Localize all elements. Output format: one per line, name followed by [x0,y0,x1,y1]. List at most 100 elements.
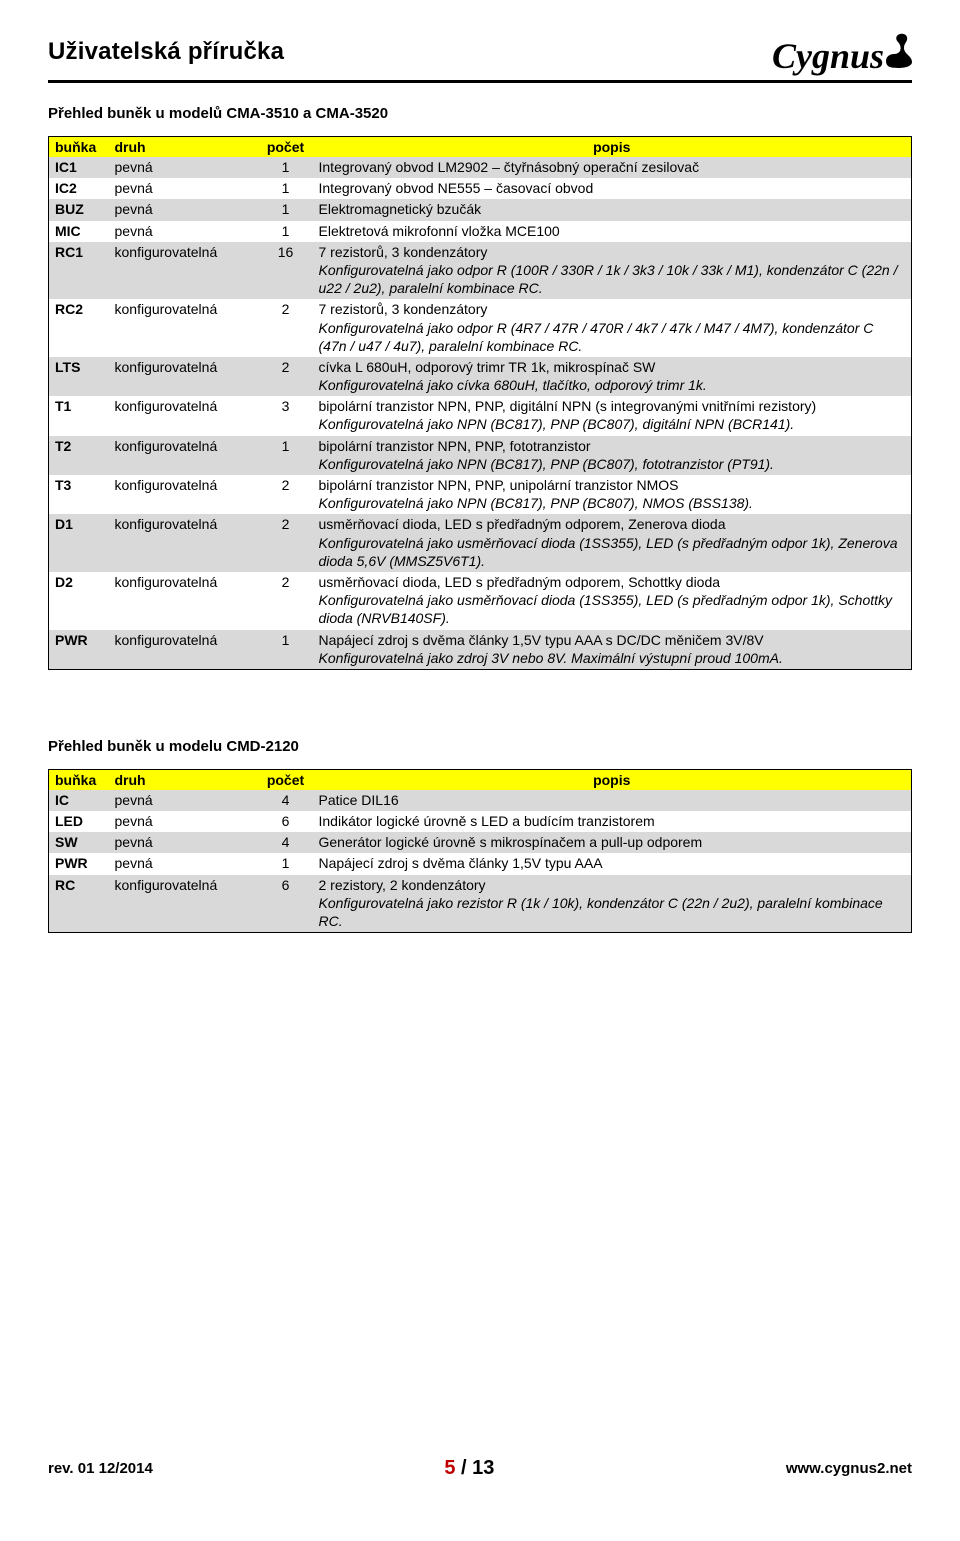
cell-count: 1 [259,178,313,199]
cell-count: 2 [259,475,313,514]
col-druh: druh [109,769,259,790]
desc-italic: Konfigurovatelná jako usměrňovací dioda … [319,535,898,569]
cell-desc: 7 rezistorů, 3 kondenzátoryKonfigurovate… [313,242,912,300]
cell-count: 1 [259,157,313,178]
cell-desc: 2 rezistory, 2 kondenzátoryKonfigurovate… [313,875,912,933]
cell-count: 1 [259,853,313,874]
cell-count: 1 [259,221,313,242]
cell-desc: bipolární tranzistor NPN, PNP, unipolárn… [313,475,912,514]
cell-count: 4 [259,790,313,811]
cell-kind: konfigurovatelná [109,242,259,300]
desc-italic: Konfigurovatelná jako usměrňovací dioda … [319,592,893,626]
cell-count: 6 [259,811,313,832]
table-row: D1konfigurovatelná2usměrňovací dioda, LE… [49,514,912,572]
desc-italic: Konfigurovatelná jako zdroj 3V nebo 8V. … [319,650,783,666]
cell-desc: Elektromagnetický bzučák [313,199,912,220]
cell-desc: cívka L 680uH, odporový trimr TR 1k, mik… [313,357,912,396]
desc-italic: Konfigurovatelná jako NPN (BC817), PNP (… [319,456,774,472]
cell-kind: konfigurovatelná [109,436,259,475]
cell-code: IC2 [49,178,109,199]
col-popis: popis [313,137,912,158]
cell-code: IC1 [49,157,109,178]
desc-plain: cívka L 680uH, odporový trimr TR 1k, mik… [319,359,656,375]
col-bunka: buňka [49,769,109,790]
cell-desc: Elektretová mikrofonní vložka MCE100 [313,221,912,242]
col-druh: druh [109,137,259,158]
cell-kind: pevná [109,832,259,853]
desc-plain: Elektretová mikrofonní vložka MCE100 [319,223,560,239]
cell-count: 2 [259,572,313,630]
desc-plain: Napájecí zdroj s dvěma články 1,5V typu … [319,855,603,871]
doc-title: Uživatelská příručka [48,38,284,66]
cell-code: LTS [49,357,109,396]
cell-code: T3 [49,475,109,514]
page-sep: / [455,1457,472,1479]
table-row: T3konfigurovatelná2bipolární tranzistor … [49,475,912,514]
desc-plain: 2 rezistory, 2 kondenzátory [319,877,486,893]
desc-plain: 7 rezistorů, 3 kondenzátory [319,301,488,317]
table-row: RC1konfigurovatelná167 rezistorů, 3 kond… [49,242,912,300]
table-row: RCkonfigurovatelná62 rezistory, 2 konden… [49,875,912,933]
cell-kind: konfigurovatelná [109,396,259,435]
desc-plain: Indikátor logické úrovně s LED a budícím… [319,813,655,829]
table-section1: buňka druh počet popis IC1pevná1Integrov… [48,136,912,670]
desc-plain: usměrňovací dioda, LED s předřadným odpo… [319,574,721,590]
cell-desc: bipolární tranzistor NPN, PNP, digitální… [313,396,912,435]
table-row: PWRpevná1Napájecí zdroj s dvěma články 1… [49,853,912,874]
brand-text: Cygnus [772,36,884,76]
cell-kind: pevná [109,178,259,199]
cell-code: IC [49,790,109,811]
page-footer: rev. 01 12/2014 5 / 13 www.cygnus2.net [48,1457,912,1480]
cell-desc: Indikátor logické úrovně s LED a budícím… [313,811,912,832]
cell-count: 1 [259,630,313,670]
brand-logo: Cygnus [772,38,912,74]
cell-desc: Integrovaný obvod NE555 – časovací obvod [313,178,912,199]
desc-italic: Konfigurovatelná jako odpor R (4R7 / 47R… [319,320,874,354]
cell-kind: konfigurovatelná [109,299,259,357]
section2-title: Přehled buněk u modelu CMD-2120 [48,738,912,755]
cell-kind: konfigurovatelná [109,514,259,572]
cell-kind: pevná [109,221,259,242]
table-row: LTSkonfigurovatelná2 cívka L 680uH, odpor… [49,357,912,396]
cell-code: MIC [49,221,109,242]
cell-desc: Integrovaný obvod LM2902 – čtyřnásobný o… [313,157,912,178]
table-row: IC1pevná1Integrovaný obvod LM2902 – čtyř… [49,157,912,178]
table-row: T2konfigurovatelná1bipolární tranzistor … [49,436,912,475]
cell-kind: konfigurovatelná [109,630,259,670]
cell-kind: konfigurovatelná [109,572,259,630]
table-row: RC2konfigurovatelná27 rezistorů, 3 konde… [49,299,912,357]
page-total: 13 [472,1457,494,1479]
table-row: BUZpevná1Elektromagnetický bzučák [49,199,912,220]
cell-kind: pevná [109,157,259,178]
cell-desc: Napájecí zdroj s dvěma články 1,5V typu … [313,630,912,670]
desc-italic: Konfigurovatelná jako NPN (BC817), PNP (… [319,495,753,511]
footer-url: www.cygnus2.net [786,1460,912,1477]
swan-icon [882,32,916,70]
col-bunka: buňka [49,137,109,158]
cell-desc: bipolární tranzistor NPN, PNP, fototranz… [313,436,912,475]
desc-plain: bipolární tranzistor NPN, PNP, fototranz… [319,438,591,454]
cell-code: PWR [49,630,109,670]
table-row: SWpevná4Generátor logické úrovně s mikro… [49,832,912,853]
cell-code: PWR [49,853,109,874]
table-row: T1konfigurovatelná3bipolární tranzistor … [49,396,912,435]
cell-desc: Napájecí zdroj s dvěma články 1,5V typu … [313,853,912,874]
table-row: IC2pevná1Integrovaný obvod NE555 – časov… [49,178,912,199]
cell-kind: konfigurovatelná [109,475,259,514]
cell-count: 2 [259,357,313,396]
cell-desc: usměrňovací dioda, LED s předřadným odpo… [313,572,912,630]
cell-kind: konfigurovatelná [109,357,259,396]
table-row: PWRkonfigurovatelná1 Napájecí zdroj s dvě… [49,630,912,670]
desc-plain: bipolární tranzistor NPN, PNP, digitální… [319,398,817,414]
cell-code: BUZ [49,199,109,220]
table-section2: buňka druh počet popis ICpevná4Patice DI… [48,769,912,933]
desc-plain: Napájecí zdroj s dvěma články 1,5V typu … [319,632,764,648]
col-pocet: počet [259,137,313,158]
desc-italic: Konfigurovatelná jako odpor R (100R / 33… [319,262,898,296]
table-header-row: buňka druh počet popis [49,137,912,158]
desc-italic: Konfigurovatelná jako cívka 680uH, tlačí… [319,377,707,393]
desc-plain: Generátor logické úrovně s mikrospínačem… [319,834,703,850]
cell-count: 4 [259,832,313,853]
cell-kind: konfigurovatelná [109,875,259,933]
table-row: MICpevná1 Elektretová mikrofonní vložka M… [49,221,912,242]
